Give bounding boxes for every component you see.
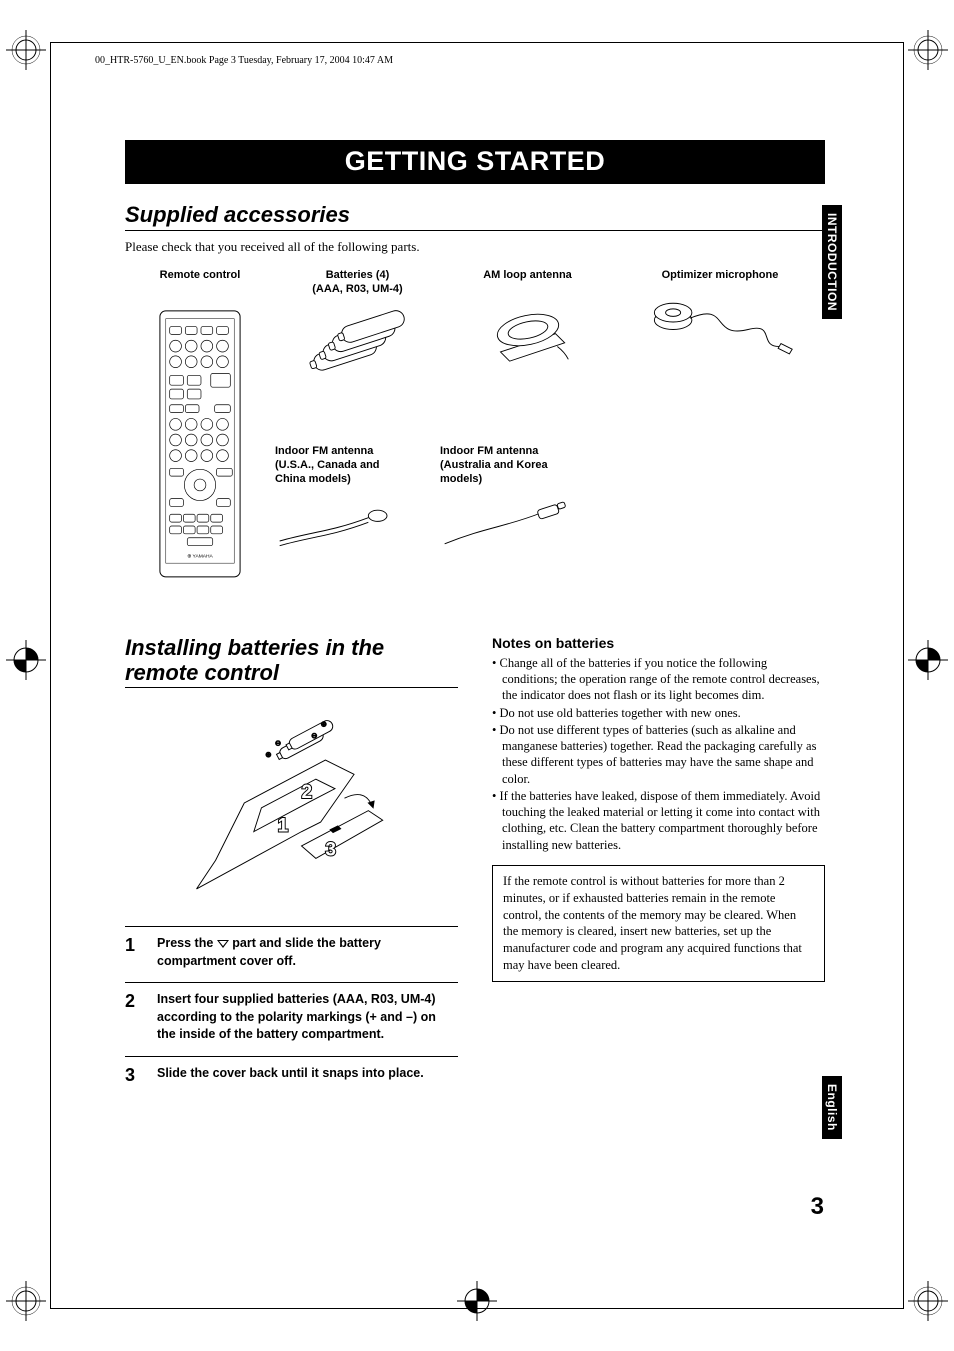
step-number: 1 bbox=[125, 935, 143, 970]
accessories-intro: Please check that you received all of th… bbox=[125, 239, 825, 255]
left-column: Installing batteries in the remote contr… bbox=[125, 635, 458, 1098]
accessory-label-mic: Optimizer microphone bbox=[615, 269, 825, 283]
svg-text:⊖: ⊖ bbox=[274, 739, 280, 748]
step-text: Press the part and slide the battery com… bbox=[157, 935, 458, 970]
svg-text:⊖: ⊖ bbox=[311, 731, 317, 740]
batteries-illustration bbox=[275, 303, 440, 393]
accessories-grid: Remote control bbox=[125, 269, 825, 599]
step-1: 1 Press the part and slide the battery c… bbox=[125, 926, 458, 982]
page-number: 3 bbox=[811, 1193, 824, 1221]
side-tab-english: English bbox=[822, 1076, 842, 1139]
note-item: If the batteries have leaked, dispose of… bbox=[492, 788, 825, 853]
step-number: 2 bbox=[125, 991, 143, 1044]
step-number: 3 bbox=[125, 1065, 143, 1086]
svg-text:⊕: ⊕ bbox=[265, 751, 271, 760]
crop-mark-icon bbox=[908, 30, 948, 70]
accessory-label-fm-au: Indoor FM antenna (Australia and Korea m… bbox=[440, 445, 615, 486]
battery-install-diagram: ⊖⊕ ⊕⊖ 1 2 3 bbox=[125, 698, 458, 908]
running-head: 00_HTR-5760_U_EN.book Page 3 Tuesday, Fe… bbox=[95, 55, 393, 66]
warning-box: If the remote control is without batteri… bbox=[492, 865, 825, 982]
remote-control-illustration: ⊕ YAMAHA bbox=[125, 289, 275, 599]
diagram-step-2: 2 bbox=[301, 783, 312, 804]
section-heading-batteries: Installing batteries in the remote contr… bbox=[125, 635, 458, 689]
accessory-label-fm-us: Indoor FM antenna (U.S.A., Canada and Ch… bbox=[275, 445, 440, 486]
step-text: Slide the cover back until it snaps into… bbox=[157, 1065, 458, 1086]
mic-illustration bbox=[615, 289, 825, 379]
fm-us-illustration bbox=[275, 492, 440, 562]
step-text: Insert four supplied batteries (AAA, R03… bbox=[157, 991, 458, 1044]
diagram-step-3: 3 bbox=[325, 840, 336, 861]
note-item: Do not use different types of batteries … bbox=[492, 722, 825, 787]
am-antenna-illustration bbox=[440, 289, 615, 379]
crop-mark-icon bbox=[6, 640, 46, 680]
crop-mark-icon bbox=[6, 30, 46, 70]
section-heading-accessories: Supplied accessories bbox=[125, 202, 825, 231]
right-column: Notes on batteries Change all of the bat… bbox=[492, 635, 825, 1098]
crop-mark-icon bbox=[908, 1281, 948, 1321]
side-tab-introduction: INTRODUCTION bbox=[822, 205, 842, 319]
accessory-label-remote: Remote control bbox=[125, 269, 275, 283]
notes-list: Change all of the batteries if you notic… bbox=[492, 655, 825, 853]
crop-mark-icon bbox=[908, 640, 948, 680]
note-item: Change all of the batteries if you notic… bbox=[492, 655, 825, 704]
triangle-down-icon bbox=[217, 940, 229, 948]
accessory-label-batteries: Batteries (4) (AAA, R03, UM-4) bbox=[275, 269, 440, 297]
notes-heading: Notes on batteries bbox=[492, 635, 825, 651]
diagram-step-1: 1 bbox=[277, 816, 288, 837]
step-3: 3 Slide the cover back until it snaps in… bbox=[125, 1056, 458, 1098]
svg-text:⊕: ⊕ bbox=[320, 720, 326, 729]
fm-au-illustration bbox=[440, 492, 615, 562]
svg-text:⊕ YAMAHA: ⊕ YAMAHA bbox=[187, 553, 213, 559]
step-2: 2 Insert four supplied batteries (AAA, R… bbox=[125, 982, 458, 1056]
note-item: Do not use old batteries together with n… bbox=[492, 705, 825, 721]
accessory-label-am: AM loop antenna bbox=[440, 269, 615, 283]
page-title: GETTING STARTED bbox=[125, 140, 825, 184]
crop-mark-icon bbox=[6, 1281, 46, 1321]
